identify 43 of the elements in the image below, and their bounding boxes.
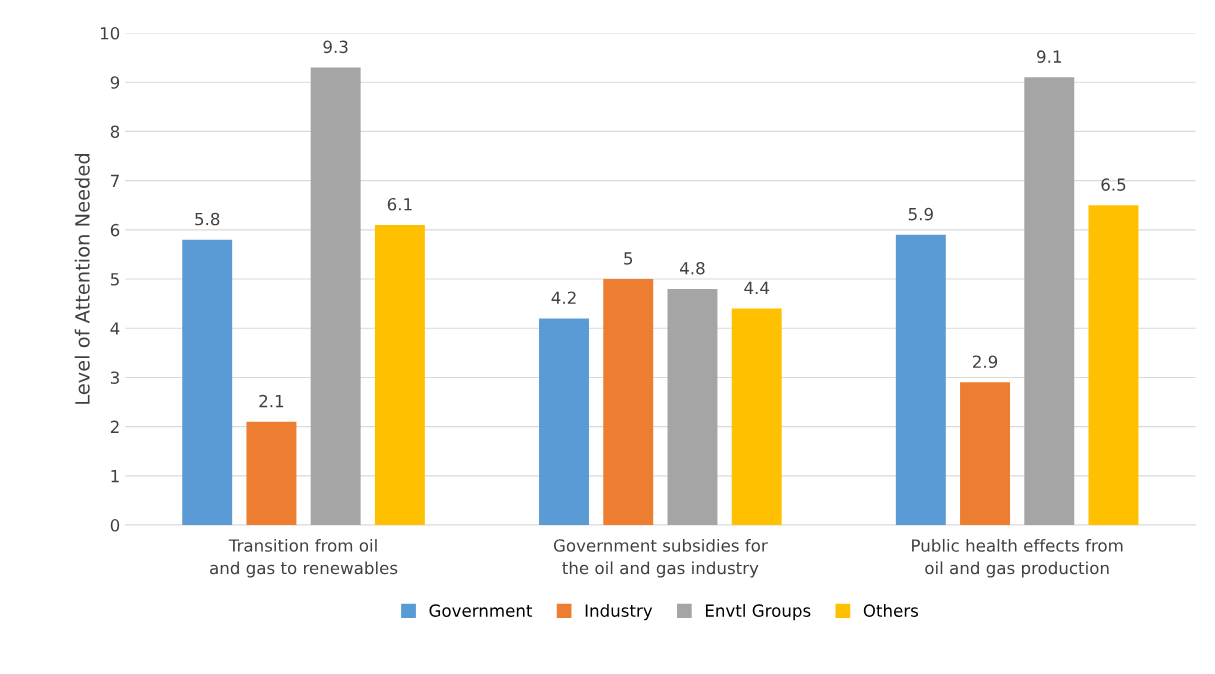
data-label: 5.9 <box>908 207 933 221</box>
data-label: 9.3 <box>323 40 348 54</box>
data-label: 9.1 <box>1037 50 1061 63</box>
y-tick-label: 2 <box>110 420 119 433</box>
y-axis-title: Level of Attention Needed <box>74 154 90 404</box>
y-tick-label: 7 <box>111 174 119 187</box>
y-tick-label: 3 <box>110 371 119 385</box>
y-tick-label: 6 <box>110 223 120 237</box>
data-label: 2.9 <box>973 355 998 369</box>
bar <box>603 279 654 526</box>
y-tick-label: 5 <box>110 273 119 286</box>
data-label: 4.4 <box>744 281 770 294</box>
data-label: 4.8 <box>680 261 705 275</box>
y-tick-label: 4 <box>110 322 120 335</box>
y-tick-label: 10 <box>100 26 120 40</box>
legend-label: Envtl Groups <box>705 604 811 621</box>
legend-label: Others <box>863 604 919 617</box>
bar <box>731 308 782 526</box>
x-tick-label: Public health effects from oil and gas production <box>912 538 1123 578</box>
legend-label: Government <box>429 604 533 617</box>
data-label: 4.2 <box>551 291 576 304</box>
x-tick-label: Transition from oil and gas to renewables <box>210 538 398 578</box>
x-tick-label: Government subsidies for the oil and gas industry <box>553 538 768 578</box>
y-tick-label: 9 <box>110 76 120 89</box>
bar <box>895 234 946 526</box>
data-label: 6.5 <box>1101 178 1126 191</box>
bar <box>246 421 297 526</box>
bar <box>374 224 425 526</box>
bar <box>539 318 589 526</box>
y-tick-label: 1 <box>111 470 119 483</box>
legend-label: Industry <box>585 604 653 621</box>
y-tick-label: 0 <box>110 519 120 532</box>
data-label: 5 <box>624 252 633 265</box>
bar <box>667 288 718 526</box>
bar <box>310 67 361 526</box>
y-tick-label: 8 <box>110 125 120 138</box>
bar <box>182 239 233 526</box>
bar <box>960 382 1011 526</box>
bar <box>1024 77 1075 526</box>
bar <box>1088 205 1139 526</box>
data-label: 5.8 <box>195 212 220 226</box>
data-label: 2.1 <box>259 394 284 408</box>
data-label: 6.1 <box>387 197 412 211</box>
